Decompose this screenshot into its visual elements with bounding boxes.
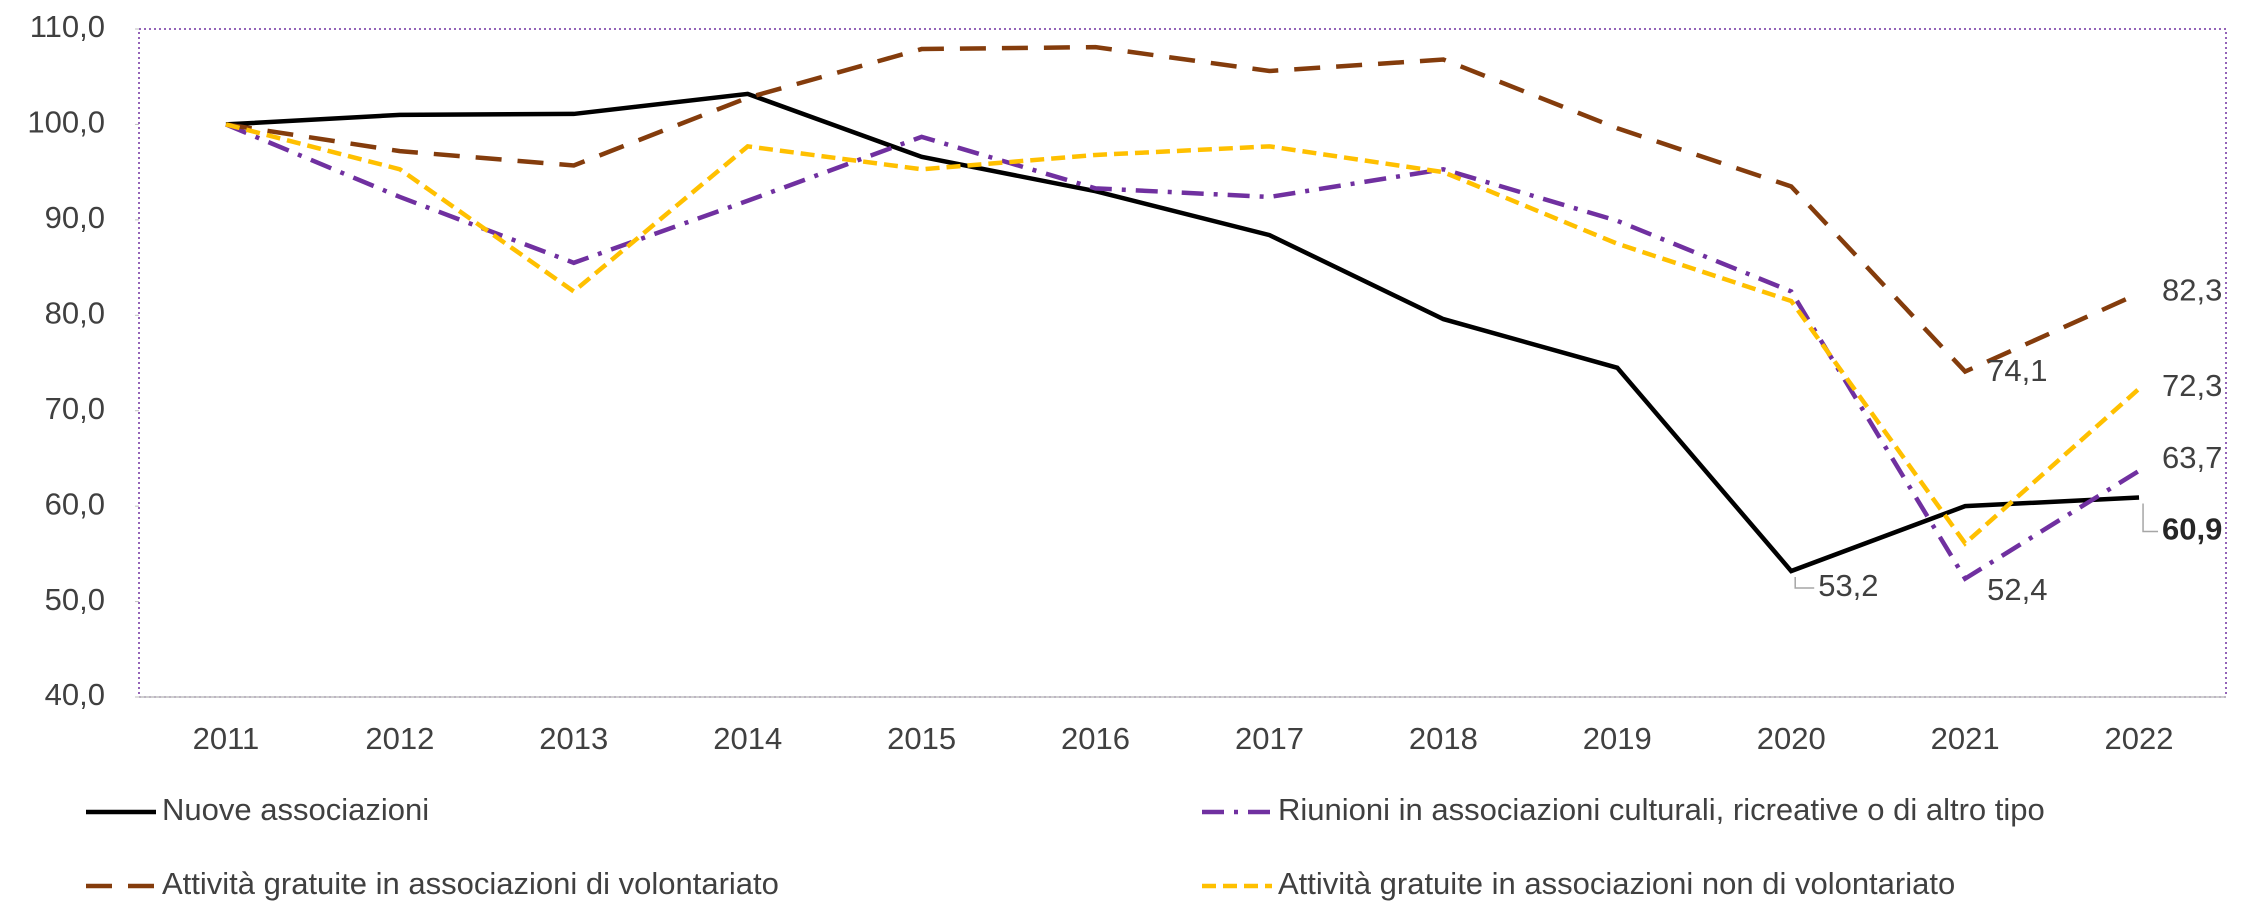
x-tick-label: 2020 xyxy=(1757,721,1826,756)
leader-line xyxy=(1794,577,1815,589)
x-tick-label: 2011 xyxy=(193,721,260,756)
series-line xyxy=(225,91,2140,574)
y-tick-label: 100,0 xyxy=(27,105,105,140)
y-tick-label: 80,0 xyxy=(45,295,105,330)
x-tick-label: 2013 xyxy=(539,721,608,756)
x-tick-label: 2016 xyxy=(1061,721,1130,756)
x-tick-label: 2018 xyxy=(1409,721,1478,756)
y-tick-label: 40,0 xyxy=(45,677,105,712)
x-tick-label: 2017 xyxy=(1235,721,1304,756)
x-tick-label: 2012 xyxy=(365,721,434,756)
legend-label: Attività gratuite in associazioni di vol… xyxy=(162,866,779,901)
data-label: 74,1 xyxy=(1987,353,2047,388)
x-tick-label: 2021 xyxy=(1931,721,2000,756)
legend-label: Attività gratuite in associazioni non di… xyxy=(1278,866,1955,901)
x-tick-label: 2019 xyxy=(1583,721,1652,756)
series-line xyxy=(225,44,2140,375)
data-label: 63,7 xyxy=(2162,440,2222,475)
x-tick-label: 2015 xyxy=(887,721,956,756)
data-label: 72,3 xyxy=(2162,368,2222,403)
x-tick-label: 2022 xyxy=(2105,721,2174,756)
legend-label: Riunioni in associazioni culturali, ricr… xyxy=(1278,792,2045,827)
y-tick-label: 60,0 xyxy=(45,486,105,521)
x-tick-label: 2014 xyxy=(713,721,782,756)
plot-border xyxy=(138,28,2227,698)
legend-label: Nuove associazioni xyxy=(162,792,429,827)
y-tick-label: 50,0 xyxy=(45,582,105,617)
data-label: 52,4 xyxy=(1987,572,2047,607)
series-line xyxy=(225,122,2141,547)
y-tick-label: 70,0 xyxy=(45,391,105,426)
y-tick-label: 90,0 xyxy=(45,200,105,235)
data-label: 82,3 xyxy=(2162,273,2222,308)
leader-line xyxy=(2142,503,2159,533)
data-label: 60,9 xyxy=(2162,512,2222,547)
y-tick-label: 110,0 xyxy=(30,9,105,44)
series-line xyxy=(225,122,2141,582)
data-label: 53,2 xyxy=(1818,568,1878,603)
